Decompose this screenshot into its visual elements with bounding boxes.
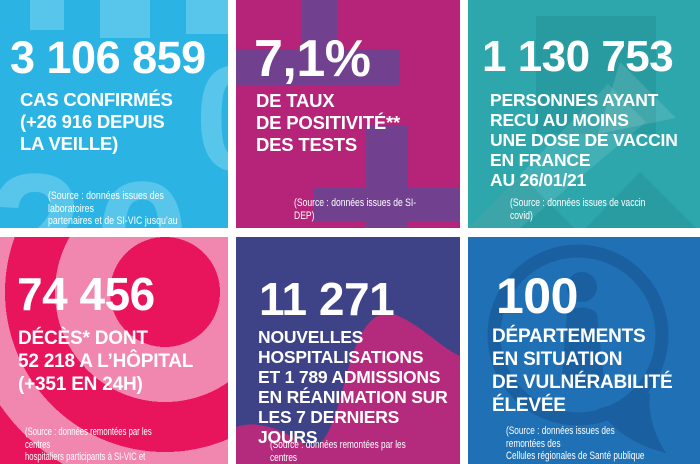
stat-number: 3 106 859 — [10, 32, 206, 83]
svg-text:0: 0 — [195, 34, 228, 202]
stat-label: CAS CONFIRMÉS (+26 916 DEPUIS LA VEILLE) — [20, 89, 173, 154]
info-speech-bubble-icon — [487, 244, 669, 453]
stat-source: (Source : données issues de vaccin covid… — [510, 197, 646, 222]
tile-cas-confirmes: 0 2 0 3 106 859 CAS CONFIRMÉS (+26 916 D… — [0, 0, 228, 228]
stat-label: DÉCÈS* DONT 52 218 A L’HÔPITAL (+351 EN … — [18, 328, 194, 395]
tile-vulnerabilite: 100 DÉPARTEMENTS EN SITUATION DE VULNÉRA… — [468, 237, 700, 464]
tile-hospitalisations: 11 271 NOUVELLES HOSPITALISATIONS ET 1 7… — [236, 237, 460, 464]
numerals-watermark: 0 2 0 — [0, 0, 228, 228]
stat-number: 100 — [496, 268, 578, 324]
stat-number: 1 130 753 — [482, 32, 674, 81]
stat-number: 74 456 — [17, 268, 155, 320]
stat-source: (Source : données issues des remontées d… — [506, 425, 645, 464]
stat-source: (Source : données remontées par les cent… — [25, 426, 152, 464]
plus-cross-watermark — [236, 0, 460, 228]
stat-source: (Source : données issues de SI-DEP) — [294, 197, 417, 222]
stat-source: (Source : données remontées par les cent… — [270, 439, 406, 464]
svg-text:0: 0 — [95, 147, 190, 228]
stat-label: DE TAUX DE POSITIVITÉ** DES TESTS — [256, 90, 401, 155]
tile-vaccination: 1 130 753 PERSONNES AYANT RECU AU MOINS … — [468, 0, 700, 228]
stat-label: DÉPARTEMENTS EN SITUATION DE VULNÉRABILI… — [492, 326, 673, 416]
stat-number: 11 271 — [259, 273, 395, 325]
tile-deces: 74 456 DÉCÈS* DONT 52 218 A L’HÔPITAL (+… — [0, 237, 228, 464]
tile-taux-positivite: 7,1% DE TAUX DE POSITIVITÉ** DES TESTS (… — [236, 0, 460, 228]
stat-number: 7,1% — [254, 30, 371, 88]
svg-text:2: 2 — [0, 139, 83, 228]
stat-label: NOUVELLES HOSPITALISATIONS ET 1 789 ADMI… — [258, 327, 448, 447]
curve-watermark — [236, 313, 460, 464]
stat-source: (Source : données issues des laboratoire… — [48, 190, 178, 228]
arrow-watermark — [468, 16, 696, 228]
stat-label: PERSONNES AYANT RECU AU MOINS UNE DOSE D… — [490, 90, 678, 190]
